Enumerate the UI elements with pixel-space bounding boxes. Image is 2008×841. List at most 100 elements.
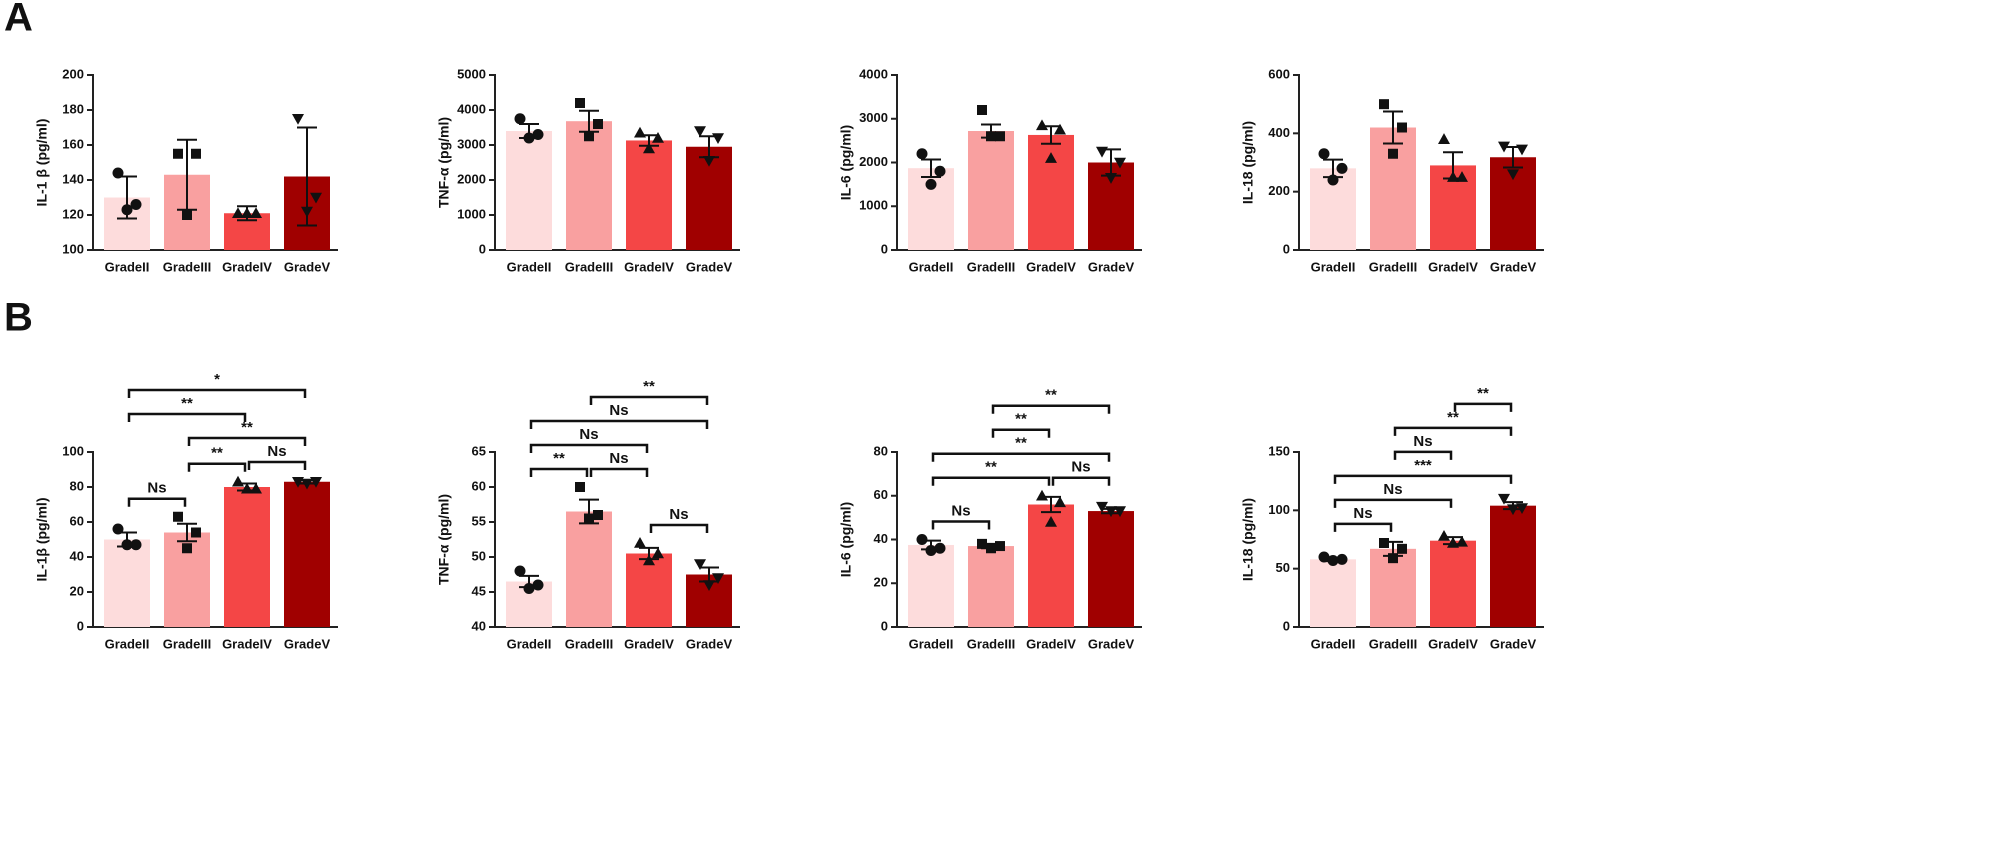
data-point xyxy=(694,126,706,137)
significance-label: *** xyxy=(1414,457,1432,474)
data-point xyxy=(1438,133,1450,144)
significance-label: ** xyxy=(1477,385,1489,402)
data-point xyxy=(712,133,724,144)
y-tick-label: 100 xyxy=(1268,502,1290,517)
data-point xyxy=(986,543,996,554)
data-point xyxy=(310,476,322,488)
data-point xyxy=(1498,493,1510,505)
significance-label: ** xyxy=(985,459,997,476)
y-tick-label: 200 xyxy=(62,66,84,81)
y-tick-label: 120 xyxy=(62,206,84,221)
significance-label: Ns xyxy=(1353,505,1372,522)
y-tick-label: 20 xyxy=(874,575,888,590)
data-point xyxy=(1336,553,1348,565)
data-point xyxy=(916,148,928,160)
significance-label: Ns xyxy=(1413,433,1432,450)
data-point xyxy=(1447,171,1459,182)
y-tick-label: 2000 xyxy=(859,154,888,169)
y-tick-label: 5000 xyxy=(457,66,486,81)
significance-label: ** xyxy=(211,445,223,462)
y-tick-label: 4000 xyxy=(859,66,888,81)
significance-bracket xyxy=(1051,476,1111,486)
y-axis-label: IL-1 β (pg/ml) xyxy=(34,119,50,207)
y-tick-label: 60 xyxy=(874,487,888,502)
data-point xyxy=(1516,503,1528,514)
x-tick-label: GradeIV xyxy=(624,259,674,274)
data-point xyxy=(250,482,262,494)
data-point xyxy=(232,207,244,219)
x-tick-label: GradeV xyxy=(1088,259,1135,274)
data-point xyxy=(977,538,987,549)
y-tick-label: 2000 xyxy=(457,171,486,186)
significance-bracket xyxy=(187,462,247,472)
bar xyxy=(1310,559,1356,627)
y-tick-label: 40 xyxy=(874,531,888,546)
data-point xyxy=(1379,99,1389,110)
data-point xyxy=(310,192,322,204)
x-tick-label: GradeIV xyxy=(1026,259,1076,274)
x-tick-label: GradeIV xyxy=(624,636,674,651)
data-point xyxy=(925,178,937,190)
data-point xyxy=(1336,162,1348,174)
x-tick-label: GradeIV xyxy=(1026,636,1076,651)
y-tick-label: 55 xyxy=(472,513,486,528)
y-axis-label: IL-1β (pg/ml) xyxy=(34,498,50,582)
significance-label: ** xyxy=(241,419,253,436)
data-point xyxy=(703,155,715,167)
y-tick-label: 200 xyxy=(1268,183,1290,198)
y-tick-label: 0 xyxy=(479,241,486,256)
y-tick-label: 0 xyxy=(1283,241,1290,256)
error-bar xyxy=(177,138,197,211)
significance-bracket xyxy=(127,412,247,422)
bar xyxy=(566,121,612,250)
y-tick-label: 100 xyxy=(62,443,84,458)
y-tick-label: 150 xyxy=(1268,443,1290,458)
significance-label: Ns xyxy=(267,443,286,460)
data-point xyxy=(182,543,192,554)
y-tick-label: 3000 xyxy=(859,110,888,125)
x-tick-label: GradeV xyxy=(1490,636,1537,651)
data-point xyxy=(643,554,655,566)
x-tick-label: GradeIV xyxy=(222,259,272,274)
significance-label: Ns xyxy=(147,480,166,497)
significance-bracket xyxy=(649,523,709,533)
significance-label: Ns xyxy=(609,402,628,419)
data-point xyxy=(121,204,133,216)
x-tick-label: GradeV xyxy=(686,636,733,651)
data-point xyxy=(712,573,724,584)
data-point xyxy=(1054,123,1066,135)
data-point xyxy=(934,165,946,177)
data-point xyxy=(1327,174,1339,186)
y-tick-label: 60 xyxy=(70,513,84,528)
data-point xyxy=(1318,148,1330,160)
data-point xyxy=(112,523,124,535)
y-tick-label: 50 xyxy=(472,548,486,563)
bar xyxy=(626,553,672,627)
data-point xyxy=(523,132,535,144)
data-point xyxy=(1096,501,1108,513)
bar xyxy=(566,511,612,627)
data-point xyxy=(532,579,544,591)
data-point xyxy=(584,513,594,524)
y-tick-label: 80 xyxy=(70,478,84,493)
significance-label: Ns xyxy=(1383,481,1402,498)
bar xyxy=(968,546,1014,627)
data-point xyxy=(241,482,253,494)
data-point xyxy=(925,544,937,556)
data-point xyxy=(1045,516,1057,527)
data-point xyxy=(1105,173,1117,184)
significance-bracket xyxy=(991,428,1051,438)
data-point xyxy=(250,207,262,219)
data-point xyxy=(634,537,646,548)
data-point xyxy=(1327,555,1339,566)
data-point xyxy=(191,527,201,538)
bar xyxy=(626,140,672,250)
data-point xyxy=(1036,119,1048,131)
significance-bracket xyxy=(931,476,1051,486)
bar xyxy=(506,131,552,250)
significance-bracket xyxy=(589,467,649,477)
significance-bracket xyxy=(1333,474,1513,484)
data-point xyxy=(241,207,253,219)
x-tick-label: GradeII xyxy=(507,259,552,274)
